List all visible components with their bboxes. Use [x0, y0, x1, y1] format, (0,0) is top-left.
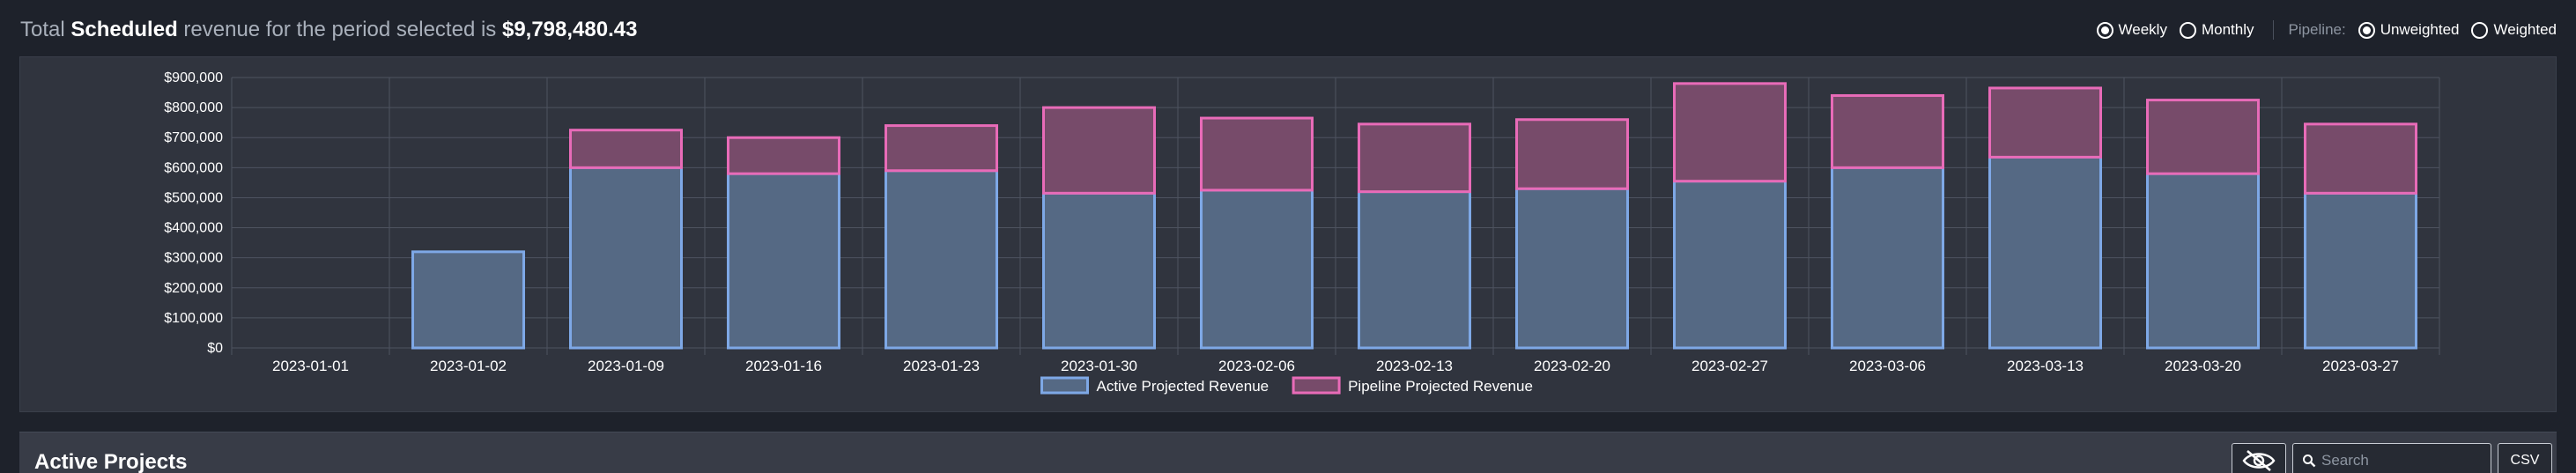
bar-active-projected-revenue [1042, 191, 1156, 350]
y-tick-label: $100,000 [164, 311, 223, 326]
x-tick-label: 2023-01-02 [430, 358, 507, 374]
bar-pipeline-projected-revenue [2146, 99, 2260, 175]
x-tick-label: 2023-01-16 [745, 358, 822, 374]
bar-pipeline-projected-revenue [1831, 93, 1944, 169]
controls-divider [2273, 20, 2275, 40]
unweighted-radio[interactable]: Unweighted [2358, 21, 2460, 39]
legend-label: Pipeline Projected Revenue [1348, 378, 1533, 395]
chart-controls: Weekly Monthly Pipeline: Unweighted Weig… [2084, 19, 2557, 41]
radio-dot[interactable] [2358, 21, 2375, 39]
y-tick-label: $800,000 [164, 100, 223, 115]
headline-middle: revenue for the period selected is [183, 18, 497, 41]
radio-dot[interactable] [2096, 21, 2113, 39]
bar-pipeline-projected-revenue [1042, 106, 1156, 195]
revenue-headline: Total Scheduled revenue for the period s… [20, 18, 637, 42]
bar-active-projected-revenue [1673, 180, 1787, 350]
headline-prefix: Total [20, 18, 65, 41]
bar-pipeline-projected-revenue [1515, 118, 1629, 190]
x-tick-label: 2023-02-13 [1376, 358, 1453, 374]
headline-emphasis: Scheduled [70, 18, 178, 41]
unweighted-label: Unweighted [2380, 21, 2460, 38]
toggle-columns-button[interactable] [2232, 443, 2286, 473]
y-tick-label: $600,000 [164, 160, 223, 175]
pipeline-label: Pipeline: [2288, 21, 2346, 38]
bar-pipeline-projected-revenue [1200, 116, 1314, 192]
active-projects-panel: Active Projects CSV [19, 432, 2557, 473]
bar-active-projected-revenue [2304, 191, 2417, 350]
bar-pipeline-projected-revenue [1673, 82, 1787, 183]
legend-label: Active Projected Revenue [1097, 378, 1269, 395]
x-tick-label: 2023-01-23 [903, 358, 980, 374]
x-tick-label: 2023-03-13 [2007, 358, 2084, 374]
bar-pipeline-projected-revenue [885, 124, 998, 173]
bar-pipeline-projected-revenue [1988, 86, 2102, 159]
bar-active-projected-revenue [885, 169, 998, 350]
eye-slash-icon [2242, 450, 2276, 471]
weekly-label: Weekly [2118, 21, 2167, 38]
y-tick-label: $200,000 [164, 281, 223, 296]
revenue-chart-panel: $0 $100,000 $200,000 $300,000 $400,000 $500,0… [19, 56, 2557, 412]
bar-active-projected-revenue [411, 250, 525, 350]
y-tick-label: $700,000 [164, 130, 223, 145]
legend-swatch [1292, 376, 1341, 395]
search-box[interactable] [2292, 443, 2491, 473]
top-bar: Total Scheduled revenue for the period s… [0, 0, 2576, 56]
bar-active-projected-revenue [569, 166, 683, 350]
y-tick-label: $900,000 [164, 70, 223, 85]
bar-active-projected-revenue [1200, 188, 1314, 350]
weighted-label: Weighted [2493, 21, 2557, 38]
x-tick-label: 2023-03-20 [2165, 358, 2241, 374]
bar-active-projected-revenue [1831, 166, 1944, 350]
revenue-chart: $0 $100,000 $200,000 $300,000 $400,000 $500,0… [164, 70, 2440, 395]
radio-dot[interactable] [2179, 21, 2196, 39]
x-tick-label: 2023-01-09 [588, 358, 664, 374]
x-tick-label: 2023-03-27 [2322, 358, 2399, 374]
projects-title: Active Projects [34, 450, 188, 473]
weekly-radio[interactable]: Weekly [2096, 21, 2167, 39]
bar-active-projected-revenue [727, 172, 840, 350]
bar-active-projected-revenue [2146, 172, 2260, 350]
bar-pipeline-projected-revenue [2304, 122, 2417, 195]
bar-active-projected-revenue [1515, 187, 1629, 350]
x-tick-label: 2023-01-30 [1061, 358, 1137, 374]
y-tick-label: $500,000 [164, 190, 223, 205]
y-tick-label: $300,000 [164, 251, 223, 266]
y-tick-label: $400,000 [164, 221, 223, 236]
bar-pipeline-projected-revenue [569, 129, 683, 169]
bar-active-projected-revenue [1988, 155, 2102, 350]
legend-swatch [1040, 376, 1089, 395]
search-icon [2303, 455, 2316, 468]
bar-pipeline-projected-revenue [1358, 122, 1471, 194]
y-tick-label: $0 [207, 341, 223, 356]
headline-total: $9,798,480.43 [501, 18, 638, 41]
csv-button[interactable]: CSV [2498, 443, 2552, 473]
monthly-label: Monthly [2201, 21, 2254, 38]
bar-active-projected-revenue [1358, 190, 1471, 350]
x-tick-label: 2023-01-01 [272, 358, 349, 374]
search-input[interactable] [2321, 452, 2480, 469]
radio-dot[interactable] [2471, 21, 2489, 39]
x-tick-label: 2023-03-06 [1849, 358, 1926, 374]
x-tick-label: 2023-02-20 [1534, 358, 1610, 374]
x-tick-label: 2023-02-27 [1691, 358, 1768, 374]
weighted-radio[interactable]: Weighted [2471, 21, 2557, 39]
bar-pipeline-projected-revenue [727, 136, 840, 175]
x-tick-label: 2023-02-06 [1218, 358, 1295, 374]
monthly-radio[interactable]: Monthly [2179, 21, 2254, 39]
